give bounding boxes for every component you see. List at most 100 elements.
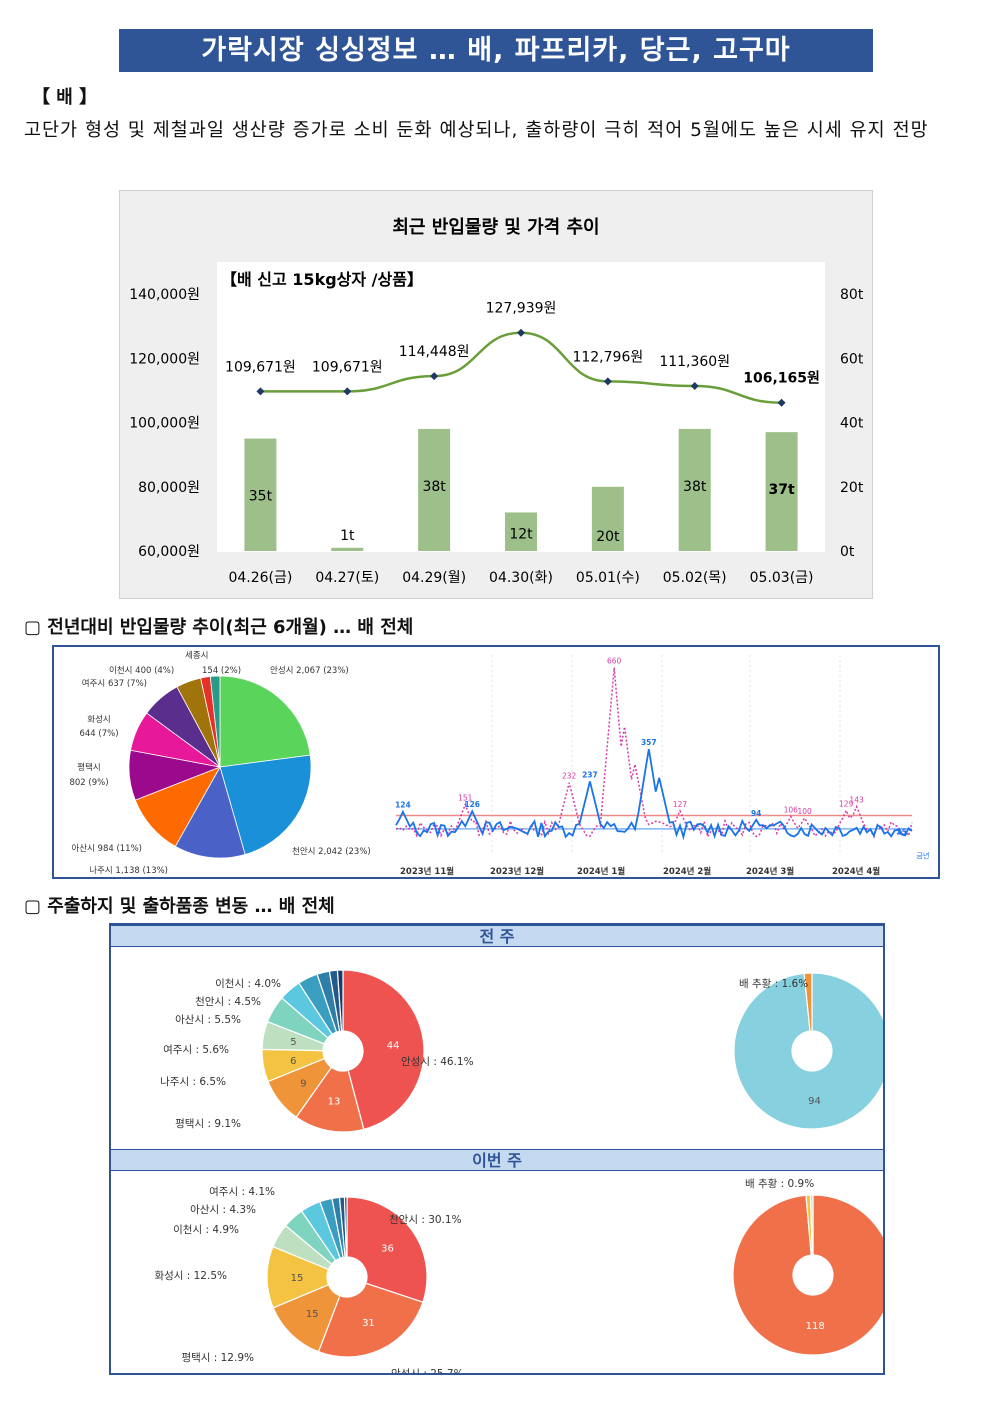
pie-label-naju: 나주시 1,138 (13%) — [89, 866, 168, 876]
pie-slice — [219, 754, 312, 855]
donut-slice — [809, 1194, 814, 1256]
chart-inner-label: 【배 신고 15kg상자 /상품】 — [221, 270, 423, 289]
volume-bar — [678, 428, 711, 551]
y-left-tick: 80,000원 — [138, 480, 200, 496]
annotation-prev: 127 — [673, 800, 688, 809]
donut-slice — [342, 969, 425, 1131]
pie-label-anseong: 안성시 2,067 (23%) — [270, 665, 349, 676]
pie-label-hwaseong: 화성시 — [87, 715, 110, 725]
section-tag: 【 배 】 — [32, 87, 98, 108]
y-right-tick: 80t — [840, 287, 864, 303]
volume-bar — [244, 438, 277, 551]
volume-label: 12t — [509, 526, 533, 542]
donut-label: 천안시 : 30.1% — [389, 1214, 462, 1226]
donut-label: 아산시 : 4.3% — [190, 1204, 256, 1216]
annotation-prev: 143 — [849, 796, 864, 805]
y-left-tick: 100,000원 — [129, 416, 200, 432]
outlook-paragraph: 고단가 형성 및 제철과일 생산량 증가로 소비 둔화 예상되나, 출하량이 극… — [24, 120, 929, 141]
donut-slice — [732, 1194, 883, 1356]
pie-label-icheon: 이천시 400 (4%) — [109, 665, 174, 676]
x-month-label: 2023년 12월 — [490, 866, 544, 877]
annotation-prev: 106 — [784, 806, 799, 815]
legend-current: 금년 — [917, 851, 930, 860]
origin-share-pie: 안성시 2,067 (23%) 천안시 2,042 (23%) 나주시 1,138 … — [69, 651, 370, 876]
donut-slice — [803, 972, 813, 1032]
annotation-current: 357 — [641, 738, 657, 747]
donut-label: 안성시 : 46.1% — [401, 1056, 474, 1068]
donut-label: 배 추황 : 0.9% — [745, 1178, 814, 1190]
page-banner: 가락시장 싱싱정보 … 배, 파프리카, 당근, 고구마 — [119, 29, 873, 72]
band-previous-week: 전 주 — [111, 925, 883, 947]
x-tick-label: 04.26(금) — [228, 570, 292, 586]
donut-value: 94 — [808, 1096, 821, 1107]
donut-label: 화성시 : 12.5% — [154, 1270, 227, 1282]
volume-label: 1t — [340, 528, 355, 544]
annotation-prev: 232 — [562, 772, 577, 781]
annotation-current: 25 — [896, 827, 906, 836]
x-tick-label: 05.02(목) — [663, 570, 727, 586]
annotation-current: 237 — [582, 770, 598, 779]
pie-label-pyeongtaek-val: 802 (9%) — [69, 778, 108, 788]
donut-value: 5 — [290, 1037, 296, 1048]
annotation-current: 124 — [395, 801, 411, 810]
x-tick-label: 05.01(수) — [576, 570, 640, 586]
annotation-prev: 100 — [797, 807, 812, 816]
pie-slice — [174, 765, 246, 859]
x-tick-label: 05.03(금) — [750, 570, 814, 586]
price-marker — [256, 387, 265, 396]
volume-bar — [331, 547, 364, 551]
donut-label: 평택시 : 9.1% — [175, 1118, 241, 1130]
donut-slice — [295, 1066, 365, 1133]
price-label: 127,939원 — [486, 301, 557, 317]
x-month-label: 2024년 1월 — [577, 866, 625, 877]
donut-slice — [317, 1282, 424, 1358]
donut-value: 31 — [362, 1318, 375, 1329]
y-left-tick: 140,000원 — [129, 287, 200, 303]
annotation-prev: 660 — [607, 657, 622, 666]
donut-label: 여주시 : 5.6% — [163, 1044, 229, 1056]
y-left-tick: 120,000원 — [129, 351, 200, 367]
x-month-label: 2024년 2월 — [663, 866, 711, 877]
donut-label: 평택시 : 12.9% — [181, 1352, 254, 1364]
donut-label: 아산시 : 5.5% — [175, 1014, 241, 1026]
donut-value: 15 — [306, 1309, 319, 1320]
pie-slice — [209, 675, 221, 768]
volume-label: 38t — [422, 479, 446, 495]
pie-label-pyeongtaek: 평택시 — [77, 762, 100, 773]
y-right-tick: 40t — [840, 416, 864, 432]
donut-slice — [346, 1196, 428, 1303]
heading-origin-variety: ▢ 주출하지 및 출하품종 변동 … 배 전체 — [24, 896, 335, 917]
price-label: 109,671원 — [312, 359, 383, 375]
price-label: 106,165원 — [743, 371, 820, 387]
pie-label-yeoju: 여주시 637 (7%) — [82, 678, 147, 689]
pie-slice — [219, 675, 311, 768]
price-marker — [690, 382, 699, 391]
this-week-origin-donut: 36 31 15 15 천안시 : 30.1% 안성시 : 25.7% 평택시 : 12.9… — [154, 1186, 464, 1373]
annotation-current: 126 — [464, 800, 480, 809]
x-tick-label: 04.29(월) — [402, 570, 466, 586]
pie-label-asan: 아산시 984 (11%) — [71, 843, 142, 854]
pie-label-hwaseong-val: 644 (7%) — [79, 729, 118, 739]
price-marker — [777, 398, 786, 407]
price-label: 109,671원 — [225, 359, 296, 375]
x-month-label: 2024년 4월 — [832, 866, 880, 877]
volume-bar — [418, 428, 451, 551]
price-marker — [343, 387, 352, 396]
price-marker — [517, 328, 525, 337]
donut-value: 15 — [291, 1273, 304, 1284]
donut-value: 44 — [387, 1040, 400, 1051]
volume-bar — [765, 432, 798, 551]
volume-trend-line-chart: 124 126 237 357 94 25 151 232 660 127 106 100 129143… — [395, 655, 930, 877]
series-prev-year — [395, 667, 913, 839]
donut-label: 안성시 : 25.7% — [391, 1368, 464, 1373]
price-label: 111,360원 — [659, 354, 730, 370]
series-current-year — [395, 748, 913, 841]
donut-slice — [733, 972, 883, 1130]
donut-label: 나주시 : 6.5% — [160, 1076, 226, 1088]
donut-value: 118 — [806, 1321, 825, 1332]
y-left-tick: 60,000원 — [138, 544, 200, 560]
volume-label: 35t — [249, 489, 273, 505]
x-tick-label: 04.27(토) — [315, 570, 379, 586]
